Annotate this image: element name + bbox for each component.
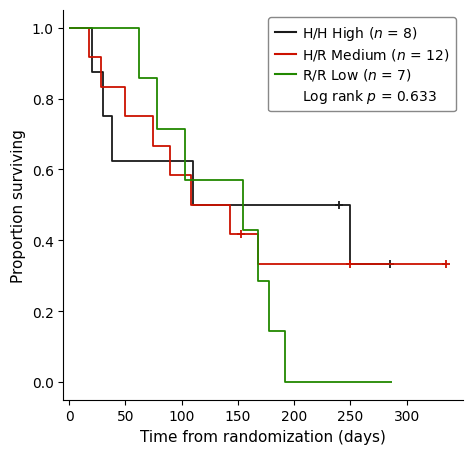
- Legend: H/H High ($\it{n}$ = 8), H/R Medium ($\it{n}$ = 12), R/R Low ($\it{n}$ = 7), Log: H/H High ($\it{n}$ = 8), H/R Medium ($\i…: [268, 18, 456, 112]
- Y-axis label: Proportion surviving: Proportion surviving: [11, 129, 26, 282]
- X-axis label: Time from randomization (days): Time from randomization (days): [140, 429, 386, 444]
